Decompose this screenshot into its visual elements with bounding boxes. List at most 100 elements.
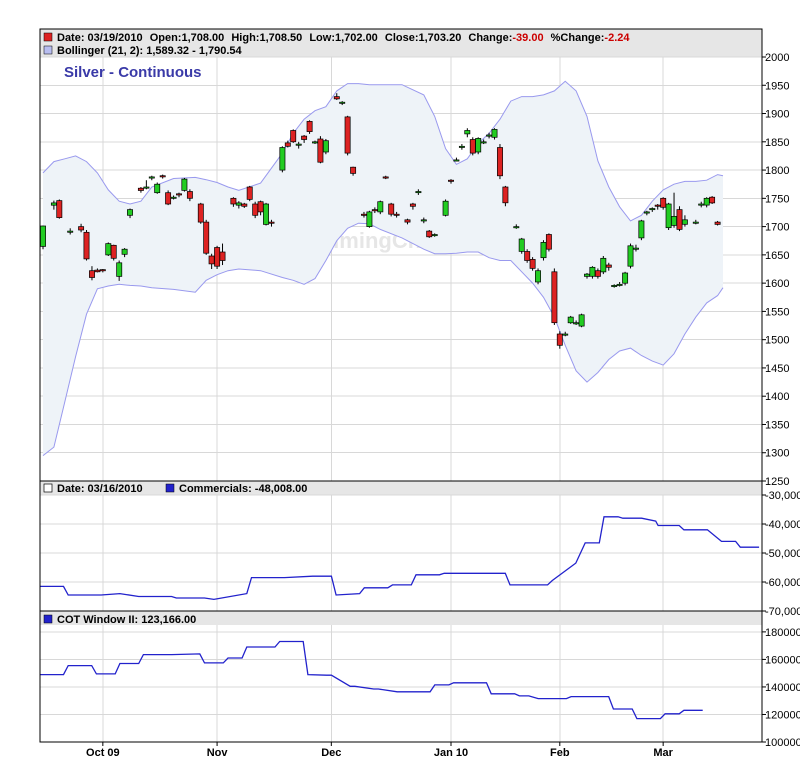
candle-99 xyxy=(643,210,650,216)
legend-date: Date: 03/19/2010 xyxy=(57,32,143,44)
candle-21 xyxy=(176,192,182,198)
candle-72 xyxy=(491,128,498,140)
price-header-bg xyxy=(40,29,762,57)
candle-74 xyxy=(502,185,509,207)
candle-54 xyxy=(382,175,389,180)
svg-text:Date: 03/19/2010 Open:: Date: 03/19/2010 Open:1,708.00 High:1,70… xyxy=(57,32,630,44)
candle-13 xyxy=(127,208,133,219)
candle-9 xyxy=(105,242,112,256)
candle-92 xyxy=(605,262,612,271)
commercials-series xyxy=(40,516,760,601)
x-tick-label-0: Oct 09 xyxy=(86,747,120,759)
cot-ytick-3: 160000 xyxy=(765,654,800,666)
candle-65 xyxy=(453,157,460,162)
cot-series-line xyxy=(40,640,703,720)
candle-51 xyxy=(366,210,373,228)
candle-60 xyxy=(420,217,427,224)
candle-73 xyxy=(497,144,503,180)
candle-0 xyxy=(40,225,46,250)
candle-100 xyxy=(649,207,656,212)
price-ytick-4: 1450 xyxy=(765,363,789,375)
legend-close: Close:1,703.20 xyxy=(385,32,461,44)
commercials-series-line xyxy=(40,516,760,601)
candles xyxy=(40,93,721,349)
legend-pct-change-label: %Change: xyxy=(551,32,605,44)
candle-25 xyxy=(203,219,210,255)
candle-98 xyxy=(638,219,645,241)
candle-23 xyxy=(186,189,193,202)
candle-38 xyxy=(284,140,291,148)
candle-90 xyxy=(594,268,601,279)
cot-series-label: COT Window II: 123,166.00 xyxy=(57,614,196,626)
candle-66 xyxy=(458,144,465,150)
candle-61 xyxy=(426,229,433,238)
candle-6 xyxy=(89,266,95,281)
candle-69 xyxy=(475,137,482,155)
price-ytick-3: 1400 xyxy=(765,391,789,403)
x-tick-label-4: Feb xyxy=(550,747,570,759)
commercials-ytick-3: -40,000 xyxy=(765,519,800,531)
candle-87 xyxy=(578,313,585,328)
candle-5 xyxy=(83,229,90,261)
price-ytick-5: 1500 xyxy=(765,335,789,347)
candle-16 xyxy=(148,175,155,181)
candle-84 xyxy=(562,331,569,337)
candle-59 xyxy=(415,189,422,195)
legend-bollinger: Bollinger (21, 2): 1,589.32 - 1,790.54 xyxy=(57,45,243,57)
cot-ytick-0: 100000 xyxy=(765,737,800,749)
candle-24 xyxy=(197,202,204,224)
candle-56 xyxy=(393,211,400,218)
price-y-axis: 1250 1300 1350 1400 1450 1500 1550 1600 1650 1700… xyxy=(762,52,789,488)
candle-14 xyxy=(137,187,144,193)
legend-row-2: Bollinger (21, 2): 1,589.32 - 1,790.54 xyxy=(43,45,243,57)
x-tick-label-2: Dec xyxy=(321,747,341,759)
candle-42 xyxy=(306,120,313,134)
candle-111 xyxy=(714,220,721,226)
cot-y-axis: 100000 120000 140000 160000 180000 xyxy=(762,627,800,749)
candle-79 xyxy=(535,268,541,285)
commercials-ytick-1: -60,000 xyxy=(765,577,800,589)
candle-63 xyxy=(442,199,449,217)
candle-75 xyxy=(513,224,520,229)
candle-91 xyxy=(600,255,607,275)
x-tick-label-5: Mar xyxy=(653,747,673,759)
candle-81 xyxy=(545,233,552,252)
candle-4 xyxy=(78,223,85,233)
candle-107 xyxy=(692,219,699,225)
commercials-header-bg xyxy=(40,481,762,495)
candle-28 xyxy=(219,243,226,266)
candle-57 xyxy=(404,218,411,225)
candle-94 xyxy=(616,282,623,287)
candle-102 xyxy=(660,197,667,210)
price-ytick-2: 1350 xyxy=(765,419,789,431)
commercials-ytick-0: -70,000 xyxy=(765,606,800,618)
cot-ytick-4: 180000 xyxy=(765,627,800,639)
legend-row-1: Date: 03/19/2010 Open:1,708.00 High:1,70… xyxy=(43,32,630,44)
price-panel: (c) TimingCharts.com Date: 03/19/2010 Op… xyxy=(39,28,789,488)
candle-17 xyxy=(154,182,161,194)
cot-plot-bg xyxy=(40,625,762,742)
candle-67 xyxy=(464,128,471,138)
candle-36 xyxy=(268,219,275,227)
commercials-series-label: Commercials: -48,008.00 xyxy=(179,483,307,495)
candle-35 xyxy=(263,202,269,226)
bollinger-bands xyxy=(42,80,724,456)
x-tick-label-3: Jan 10 xyxy=(434,747,468,759)
candle-48 xyxy=(344,115,351,156)
candle-8 xyxy=(99,269,106,273)
x-tick-label-1: Nov xyxy=(207,747,229,759)
candle-46 xyxy=(333,93,340,100)
cot-ytick-2: 140000 xyxy=(765,682,800,694)
candle-55 xyxy=(388,202,395,217)
price-ytick-15: 2000 xyxy=(765,52,789,64)
price-ytick-14: 1950 xyxy=(765,80,789,92)
commercials-date-label: Date: 03/16/2010 xyxy=(57,483,143,495)
candle-53 xyxy=(377,200,384,215)
x-axis: Oct 09 Nov Dec Jan 10 Feb Mar xyxy=(86,742,674,759)
candle-77 xyxy=(524,249,531,263)
cot-panel-frame xyxy=(39,610,763,743)
candle-32 xyxy=(246,185,253,202)
candle-110 xyxy=(709,196,716,204)
legend-pct-change-value: -2.24 xyxy=(604,32,630,44)
candle-10 xyxy=(110,244,117,261)
